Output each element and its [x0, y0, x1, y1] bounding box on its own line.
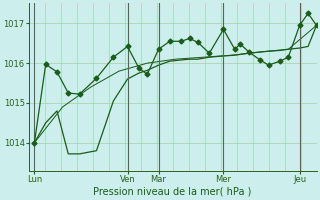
- X-axis label: Pression niveau de la mer( hPa ): Pression niveau de la mer( hPa ): [93, 187, 252, 197]
